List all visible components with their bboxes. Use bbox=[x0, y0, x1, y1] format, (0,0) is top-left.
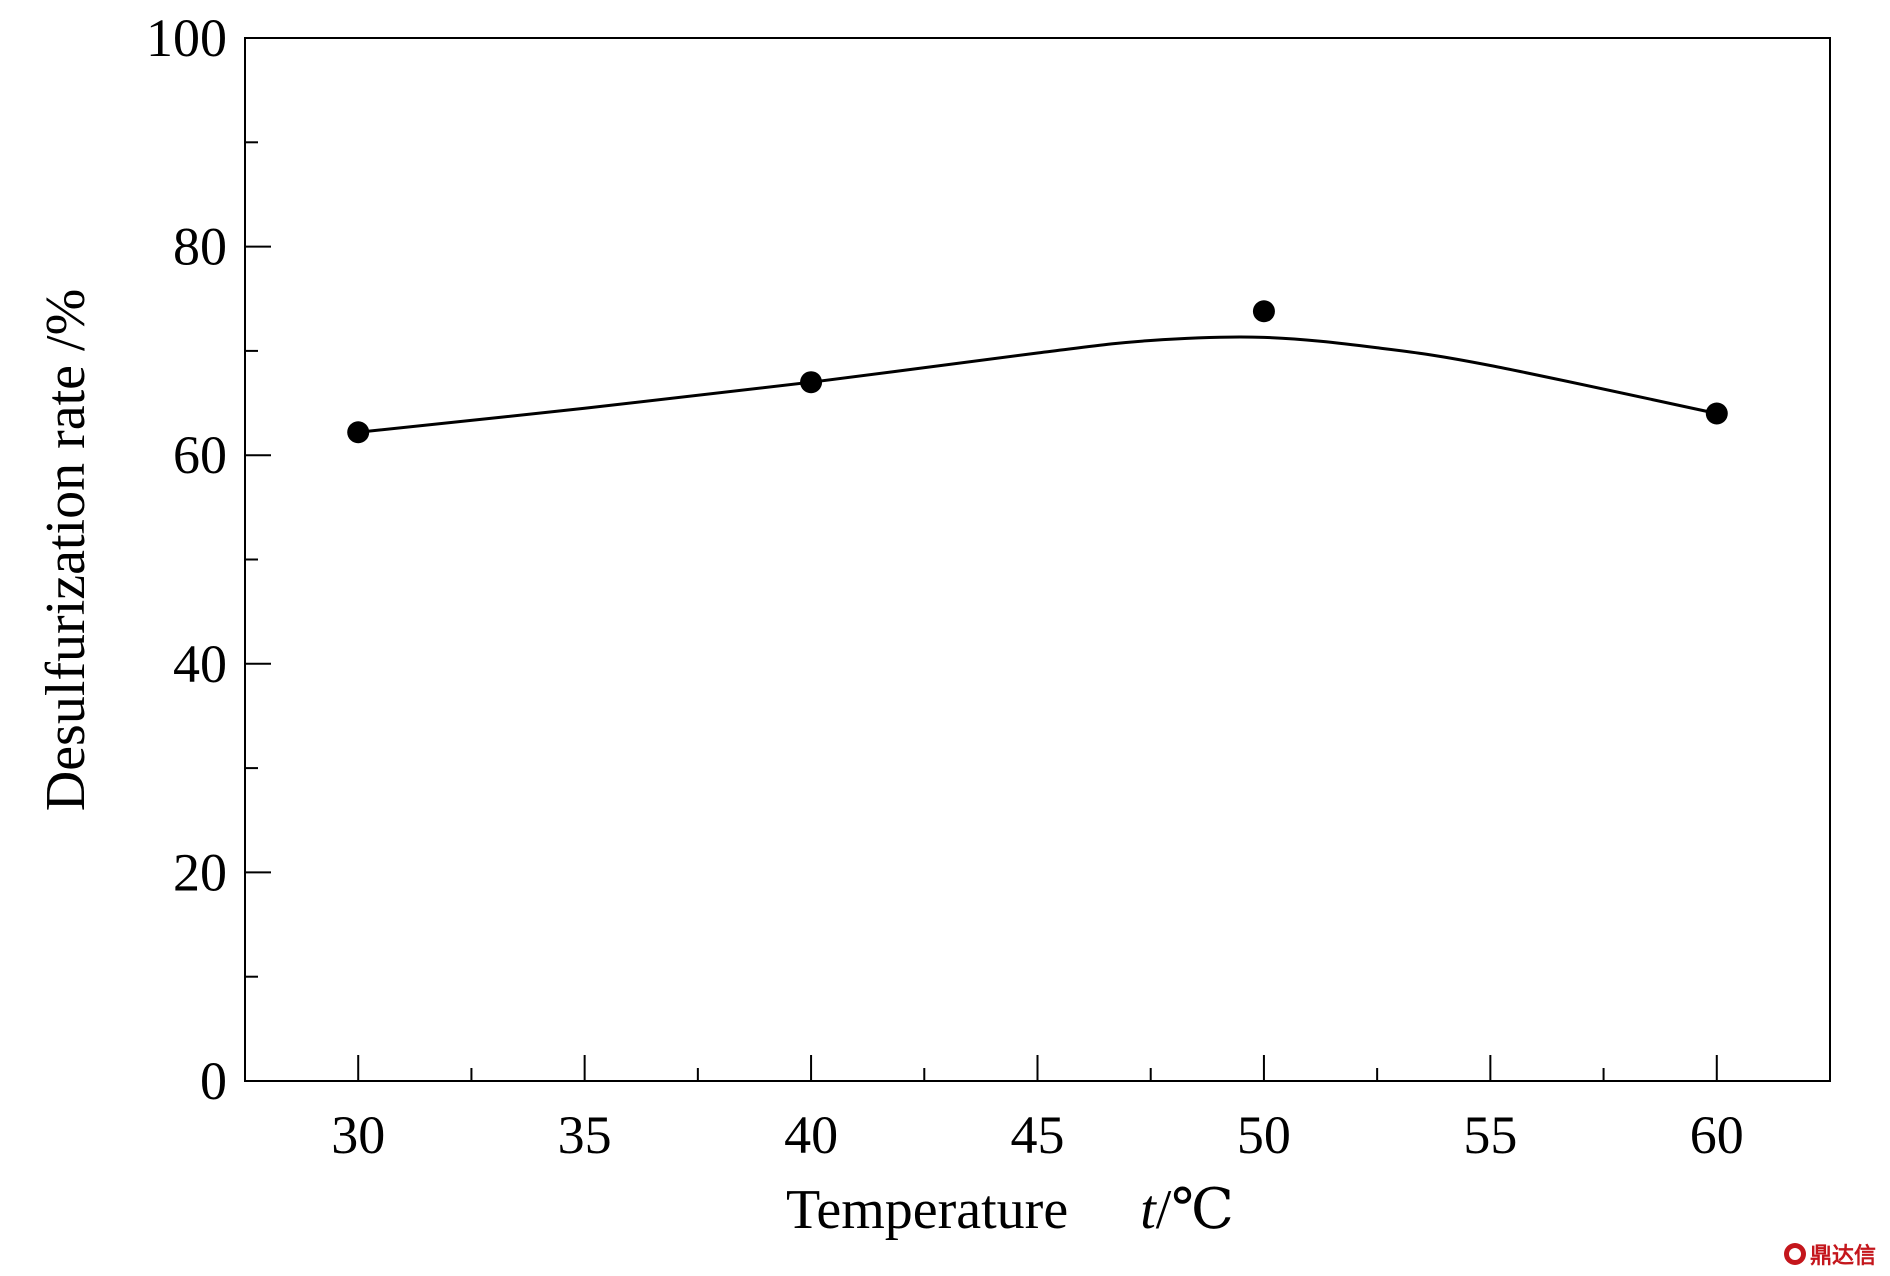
watermark-logo-icon bbox=[1783, 1243, 1806, 1265]
watermark: 鼎达信 bbox=[1783, 1238, 1876, 1270]
x-axis-label-symbol: t bbox=[1140, 1179, 1157, 1241]
y-axis-label: Desulfurization rate /% bbox=[35, 289, 97, 811]
y-tick-label: 80 bbox=[173, 217, 227, 277]
y-tick-label: 60 bbox=[173, 425, 227, 485]
x-tick-label: 40 bbox=[784, 1105, 838, 1165]
x-tick-label: 45 bbox=[1011, 1105, 1065, 1165]
data-point bbox=[1705, 402, 1728, 425]
data-point bbox=[347, 421, 370, 444]
x-axis-label: Temperature t/℃ bbox=[786, 1179, 1234, 1241]
plot-frame bbox=[244, 37, 1831, 1082]
y-tick-label: 0 bbox=[200, 1051, 227, 1111]
y-tick-label: 20 bbox=[173, 842, 227, 902]
y-tick-label: 100 bbox=[146, 8, 227, 68]
data-points bbox=[347, 300, 1728, 444]
x-axis-label-unit: /℃ bbox=[1156, 1179, 1234, 1241]
data-point bbox=[800, 371, 823, 394]
x-tick-label: 50 bbox=[1237, 1105, 1291, 1165]
y-tick-label: 40 bbox=[173, 634, 227, 694]
x-tick-label: 30 bbox=[331, 1105, 385, 1165]
x-tick-label: 35 bbox=[558, 1105, 612, 1165]
x-tick-label: 55 bbox=[1463, 1105, 1517, 1165]
x-tick-label: 60 bbox=[1690, 1105, 1744, 1165]
data-point bbox=[1252, 300, 1275, 323]
y-axis-ticks: 0 20 40 60 80 100 bbox=[146, 8, 271, 1111]
fit-curve bbox=[358, 335, 1718, 434]
x-axis-label-text: Temperature bbox=[786, 1179, 1068, 1241]
watermark-text: 鼎达信 bbox=[1809, 1244, 1876, 1269]
x-axis-ticks: 30 35 40 45 50 55 60 bbox=[331, 1055, 1744, 1165]
